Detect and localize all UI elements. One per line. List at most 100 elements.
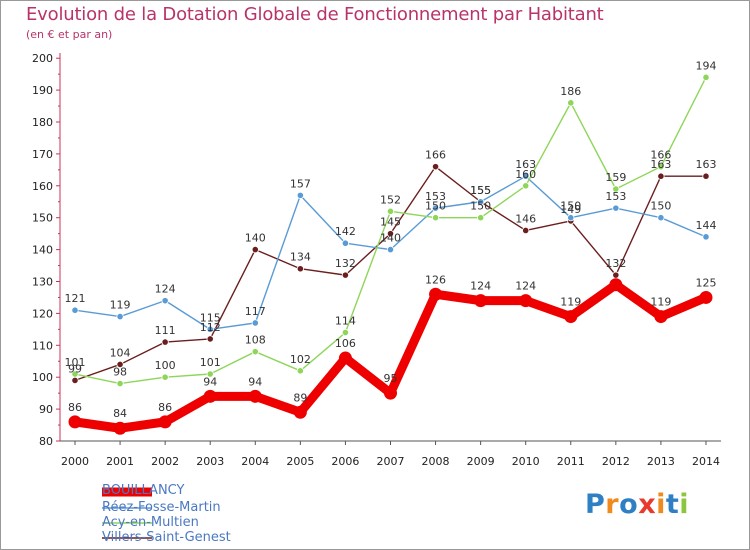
data-point-reez bbox=[71, 306, 79, 314]
data-label-reez: 115 bbox=[200, 311, 221, 324]
data-point-bouillancy bbox=[293, 405, 307, 419]
y-tick-label: 120 bbox=[32, 307, 53, 320]
data-label-acy: 150 bbox=[425, 200, 446, 213]
data-point-villers bbox=[657, 172, 665, 180]
data-point-villers bbox=[116, 360, 124, 369]
data-point-villers bbox=[702, 172, 710, 180]
data-label-villers: 163 bbox=[695, 158, 716, 171]
data-label-villers: 112 bbox=[200, 321, 221, 334]
data-point-acy bbox=[206, 370, 214, 378]
chart-subtitle: (en € et par an) bbox=[26, 28, 113, 41]
x-tick-label: 2009 bbox=[467, 455, 495, 468]
data-label-acy: 108 bbox=[245, 334, 266, 347]
data-point-reez bbox=[477, 198, 485, 206]
data-point-acy bbox=[251, 348, 259, 356]
x-tick-label: 2006 bbox=[331, 455, 359, 468]
data-point-villers bbox=[251, 246, 259, 254]
data-point-villers bbox=[612, 271, 620, 279]
data-labels: 99 104 111 112 140 134 132 145 166 155 146 149 132 16… bbox=[65, 59, 717, 420]
y-tick-label: 140 bbox=[32, 244, 53, 257]
y-tick-label: 90 bbox=[39, 403, 53, 416]
x-tick-label: 2005 bbox=[286, 455, 314, 468]
data-point-acy bbox=[702, 73, 710, 81]
data-label-villers: 111 bbox=[155, 324, 176, 337]
legend-label-reez: Réez-Fosse-Martin bbox=[102, 500, 221, 515]
data-label-reez: 157 bbox=[290, 177, 311, 190]
data-label-acy: 194 bbox=[695, 59, 716, 72]
data-label-villers: 145 bbox=[380, 216, 401, 229]
data-label-bouillancy: 106 bbox=[335, 337, 356, 350]
data-label-reez: 121 bbox=[65, 292, 86, 305]
y-ticks: 80 90 100 110 120 130 140 150 160 170 180 190 200 bbox=[32, 52, 60, 448]
data-label-reez: 140 bbox=[380, 232, 401, 245]
logo-letter: i bbox=[656, 489, 666, 520]
data-point-villers bbox=[161, 338, 169, 346]
data-point-reez bbox=[431, 204, 440, 212]
data-label-acy: 150 bbox=[470, 200, 491, 213]
data-point-acy bbox=[477, 214, 485, 222]
data-point-reez bbox=[522, 172, 530, 180]
data-point-villers bbox=[431, 163, 440, 171]
data-label-villers: 146 bbox=[515, 212, 536, 225]
data-point-reez bbox=[386, 246, 395, 254]
data-label-acy: 101 bbox=[200, 356, 221, 369]
data-label-villers: 132 bbox=[335, 257, 356, 270]
data-label-acy: 100 bbox=[155, 359, 176, 372]
y-tick-label: 190 bbox=[32, 84, 53, 97]
logo-letter: x bbox=[638, 489, 657, 520]
data-label-villers: 99 bbox=[68, 362, 82, 375]
data-label-acy: 152 bbox=[380, 193, 401, 206]
y-tick-label: 130 bbox=[32, 276, 53, 289]
data-point-bouillancy bbox=[158, 415, 172, 429]
data-label-villers: 134 bbox=[290, 251, 311, 264]
data-point-reez bbox=[206, 325, 214, 333]
data-point-villers bbox=[296, 265, 304, 273]
logo-letter: t bbox=[665, 489, 680, 520]
data-point-acy bbox=[71, 370, 79, 378]
series-lines bbox=[68, 73, 713, 435]
x-tick-label: 2010 bbox=[512, 455, 540, 468]
proxiti-logo: Proxiti bbox=[585, 489, 689, 520]
data-point-bouillancy bbox=[383, 386, 397, 400]
data-label-acy: 102 bbox=[290, 353, 311, 366]
x-tick-label: 2002 bbox=[151, 455, 179, 468]
y-tick-label: 100 bbox=[32, 371, 53, 384]
y-tick-label: 160 bbox=[32, 180, 53, 193]
data-label-reez: 150 bbox=[650, 200, 671, 213]
data-point-bouillancy bbox=[609, 278, 623, 292]
data-point-reez bbox=[296, 191, 304, 199]
x-tick-label: 2003 bbox=[196, 455, 224, 468]
data-point-villers bbox=[71, 376, 79, 384]
data-point-bouillancy bbox=[113, 421, 127, 435]
data-label-acy: 160 bbox=[515, 168, 536, 181]
data-label-acy: 98 bbox=[113, 366, 127, 379]
data-point-bouillancy bbox=[429, 287, 443, 301]
x-tick-label: 2014 bbox=[692, 455, 720, 468]
data-point-bouillancy bbox=[699, 290, 713, 304]
data-point-acy bbox=[657, 163, 665, 171]
x-tick-label: 2007 bbox=[376, 455, 404, 468]
data-label-bouillancy: 94 bbox=[203, 375, 217, 388]
data-label-reez: 142 bbox=[335, 225, 356, 238]
x-tick-label: 2001 bbox=[106, 455, 134, 468]
x-tick-label: 2000 bbox=[61, 455, 89, 468]
x-tick-label: 2012 bbox=[602, 455, 630, 468]
data-label-bouillancy: 84 bbox=[113, 407, 127, 420]
data-point-bouillancy bbox=[68, 415, 82, 429]
data-point-acy bbox=[386, 207, 395, 215]
data-label-bouillancy: 119 bbox=[560, 296, 581, 309]
data-label-acy: 186 bbox=[560, 85, 581, 98]
data-label-reez: 117 bbox=[245, 305, 266, 318]
data-point-reez bbox=[251, 319, 259, 327]
data-label-bouillancy: 125 bbox=[695, 276, 716, 289]
data-label-reez: 155 bbox=[470, 184, 491, 197]
data-label-bouillancy: 89 bbox=[293, 391, 307, 404]
data-label-acy: 114 bbox=[335, 315, 356, 328]
data-label-reez: 153 bbox=[425, 190, 446, 203]
data-label-bouillancy: 126 bbox=[425, 273, 446, 286]
data-label-villers: 166 bbox=[425, 149, 446, 162]
data-label-reez: 153 bbox=[605, 190, 626, 203]
logo-letter: r bbox=[605, 489, 620, 520]
legend-label-acy: Acy-en-Multien bbox=[102, 515, 199, 530]
